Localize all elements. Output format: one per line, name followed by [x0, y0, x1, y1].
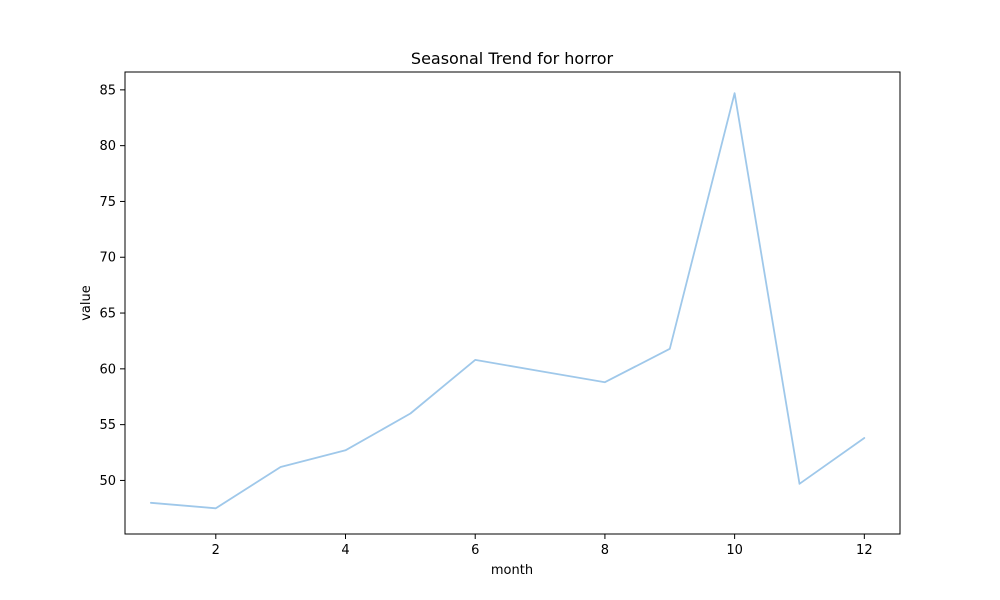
y-axis-label: value	[79, 285, 94, 321]
x-tick-label: 4	[341, 543, 349, 558]
y-tick-label: 80	[99, 139, 116, 154]
series-line	[149, 92, 866, 510]
x-axis: 2 4 6 8 10 12	[212, 534, 873, 558]
x-tick-label: 2	[212, 543, 220, 558]
series-layer	[149, 92, 866, 510]
plot-frame	[124, 71, 901, 535]
y-tick-label: 75	[99, 195, 116, 210]
x-tick-label: 10	[726, 543, 743, 558]
y-tick-label: 65	[99, 307, 116, 322]
x-tick-label: 6	[471, 543, 479, 558]
y-tick-label: 50	[99, 474, 116, 489]
y-tick-label: 60	[99, 362, 116, 377]
x-axis-label: month	[491, 563, 533, 578]
x-tick-label: 12	[856, 543, 873, 558]
chart-title: Seasonal Trend for horror	[411, 49, 614, 68]
y-tick-label: 55	[99, 418, 116, 433]
y-tick-label: 85	[99, 83, 116, 98]
y-tick-label: 70	[99, 251, 116, 266]
y-axis: 50 55 60 65 70 75 80 85	[99, 83, 125, 489]
x-tick-label: 8	[601, 543, 609, 558]
